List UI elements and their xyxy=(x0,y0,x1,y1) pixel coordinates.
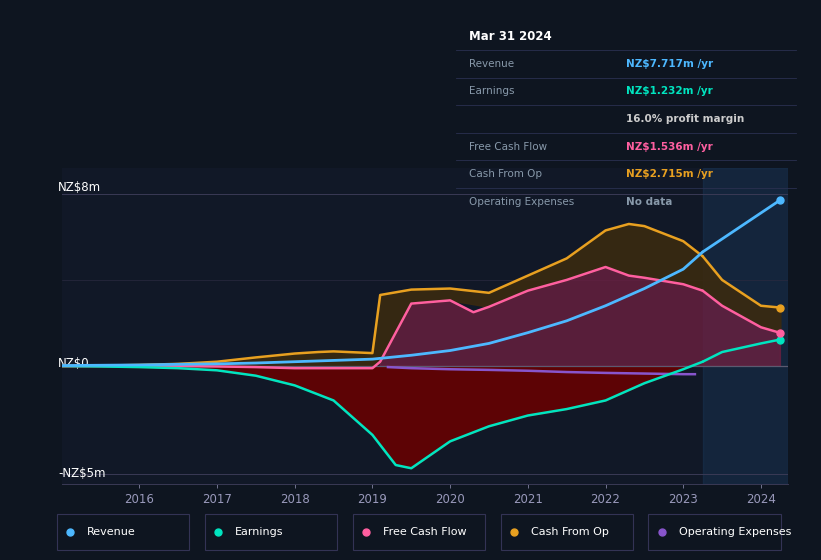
Text: -NZ$5m: -NZ$5m xyxy=(58,467,105,480)
Text: Revenue: Revenue xyxy=(470,59,515,69)
Text: Free Cash Flow: Free Cash Flow xyxy=(470,142,548,152)
FancyBboxPatch shape xyxy=(57,514,189,550)
Text: Cash From Op: Cash From Op xyxy=(470,169,543,179)
Text: Cash From Op: Cash From Op xyxy=(530,527,608,537)
Text: Mar 31 2024: Mar 31 2024 xyxy=(470,30,552,43)
Bar xyxy=(703,168,788,484)
Text: Earnings: Earnings xyxy=(470,86,515,96)
Text: NZ$2.715m /yr: NZ$2.715m /yr xyxy=(626,169,713,179)
Text: NZ$0: NZ$0 xyxy=(58,357,89,370)
Text: No data: No data xyxy=(626,197,672,207)
Text: 16.0% profit margin: 16.0% profit margin xyxy=(626,114,745,124)
FancyBboxPatch shape xyxy=(649,514,781,550)
FancyBboxPatch shape xyxy=(353,514,484,550)
Text: NZ$7.717m /yr: NZ$7.717m /yr xyxy=(626,59,713,69)
Text: NZ$1.536m /yr: NZ$1.536m /yr xyxy=(626,142,713,152)
FancyBboxPatch shape xyxy=(204,514,337,550)
Text: Operating Expenses: Operating Expenses xyxy=(679,527,791,537)
Text: NZ$8m: NZ$8m xyxy=(58,181,101,194)
FancyBboxPatch shape xyxy=(501,514,633,550)
Text: Operating Expenses: Operating Expenses xyxy=(470,197,575,207)
Text: Free Cash Flow: Free Cash Flow xyxy=(383,527,466,537)
Text: Revenue: Revenue xyxy=(87,527,135,537)
Text: NZ$1.232m /yr: NZ$1.232m /yr xyxy=(626,86,713,96)
Text: Earnings: Earnings xyxy=(235,527,283,537)
